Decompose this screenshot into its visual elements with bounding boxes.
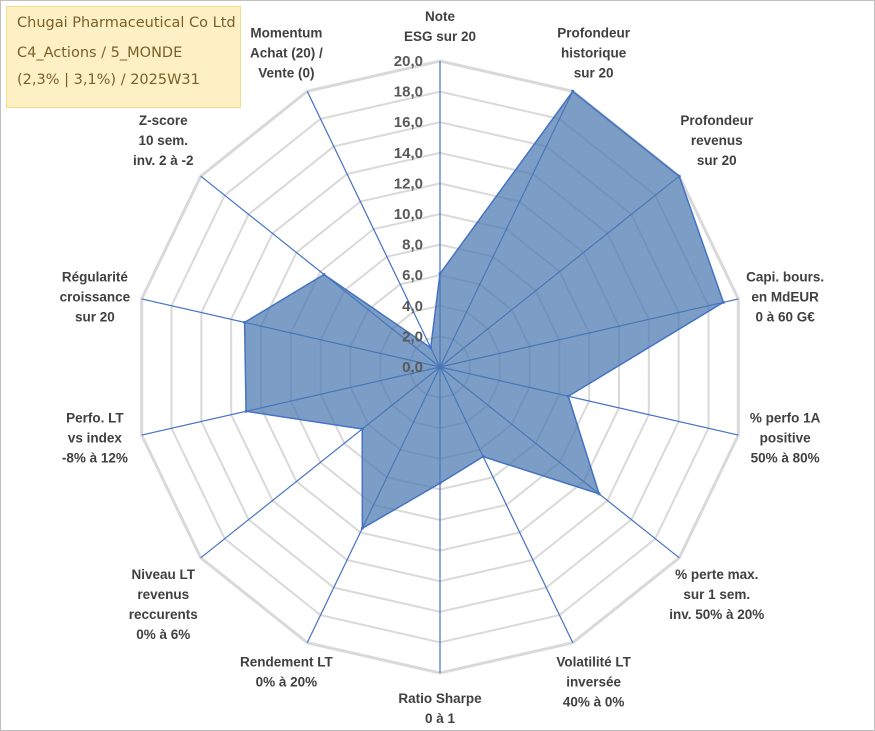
tick-label: 14,0: [394, 145, 423, 162]
radar-series: [243, 89, 725, 530]
tick-label: 12,0: [394, 175, 423, 192]
series-point: [438, 481, 442, 485]
series-point: [360, 427, 364, 431]
axis-label-line: % perfo 1A: [750, 410, 821, 425]
axis-label-line: inv. 2 à -2: [133, 153, 194, 168]
series-point: [566, 394, 570, 398]
axis-label-line: Vente (0): [258, 65, 314, 80]
axis-label-line: sur 1 sem.: [683, 587, 750, 602]
axis-label-line: sur 20: [574, 65, 614, 80]
tick-label: 10,0: [394, 206, 423, 223]
axis-label-line: Perfo. LT: [66, 410, 124, 425]
axis-label-line: en MdEUR: [751, 290, 819, 305]
axis-label-line: Ratio Sharpe: [398, 691, 482, 706]
axis-label-line: positive: [760, 430, 812, 445]
tick-label: 20,0: [394, 53, 423, 70]
series-point: [244, 409, 248, 413]
title-company: Chugai Pharmaceutical Co Ltd: [17, 15, 236, 31]
tick-label: 4,0: [402, 298, 423, 315]
tick-label: 6,0: [402, 267, 423, 284]
series-area: [243, 90, 725, 530]
axis-label-line: Z-score: [139, 113, 188, 128]
axis-label: Niveau LT revenus reccurents 0% à 6%: [129, 567, 198, 642]
axis-label: % perte max. sur 1 sem. inv. 50% à 20%: [669, 567, 764, 622]
axis-label-line: ESG sur 20: [404, 29, 476, 44]
axis-label-line: sur 20: [697, 153, 737, 168]
axis-label-line: 0% à 6%: [136, 627, 190, 642]
axis-label: Momentum Achat (20) / Vente (0): [250, 25, 323, 80]
axis-label-line: 0 à 1: [425, 711, 456, 726]
tick-label: 0,0: [402, 359, 423, 376]
radial-tick-labels: 0,0 2,0 4,0 6,0 8,0 10,0 12,0 14,0 16,0 18,0 20,0: [394, 53, 423, 376]
tick-label: 16,0: [394, 114, 423, 131]
series-point: [597, 492, 601, 496]
axis-label-line: Momentum: [250, 25, 322, 40]
series-point: [322, 272, 326, 276]
axis-label-line: Note: [425, 9, 455, 24]
axis-label-line: -8% à 12%: [62, 450, 128, 465]
axis-label: Note ESG sur 20: [404, 9, 476, 44]
axis-label-line: % perte max.: [675, 567, 758, 582]
axis-label: Capi. bours. en MdEUR 0 à 60 G€: [746, 270, 824, 325]
axis-label: Rendement LT 0% à 20%: [240, 655, 334, 690]
axis-label: Profondeur revenus sur 20: [680, 113, 753, 168]
axis-label-line: 10 sem.: [138, 133, 188, 148]
axis-label-line: historique: [561, 45, 627, 60]
axis-label-line: Profondeur: [680, 113, 753, 128]
axis-label: Z-score 10 sem. inv. 2 à -2: [133, 113, 194, 168]
axis-label-line: Régularité: [62, 270, 129, 285]
series-point: [721, 300, 725, 304]
title-stats: (2,3% | 3,1%) / 2025W31: [17, 72, 200, 88]
axis-label-line: inversée: [566, 675, 621, 690]
axis-label-line: Niveau LT: [131, 567, 195, 582]
series-point: [243, 320, 247, 324]
axis-label-line: 0% à 20%: [256, 675, 318, 690]
axis-label: Régularité croissance sur 20: [60, 270, 131, 325]
axis-label-line: revenus: [691, 133, 743, 148]
axis-label-line: Profondeur: [557, 25, 630, 40]
axis-label: Profondeur historique sur 20: [557, 25, 630, 80]
series-point: [360, 526, 364, 530]
axis-label-line: vs index: [68, 430, 123, 445]
axis-label-line: croissance: [60, 290, 131, 305]
tick-label: 2,0: [402, 328, 423, 345]
axis-label-line: 50% à 80%: [751, 450, 820, 465]
axis-label-line: revenus: [137, 587, 189, 602]
axis-label-line: sur 20: [75, 310, 115, 325]
axis-label: % perfo 1A positive 50% à 80%: [750, 410, 821, 465]
tick-label: 8,0: [402, 237, 423, 254]
axis-label: Perfo. LT vs index -8% à 12%: [62, 410, 128, 465]
series-point: [677, 174, 681, 178]
axis-labels: Note ESG sur 20 Profondeur historique sur 20…: [60, 9, 825, 726]
axis-label: Volatilité LT inversée 40% à 0%: [556, 655, 631, 710]
axis-spoke: [306, 91, 441, 368]
tick-label: 18,0: [394, 84, 423, 101]
chart-title-box: Chugai Pharmaceutical Co Ltd C4_Actions …: [6, 6, 241, 108]
series-point: [481, 455, 485, 459]
axis-label-line: Rendement LT: [240, 655, 334, 670]
series-point: [571, 89, 575, 93]
axis-label-line: Achat (20) /: [250, 45, 323, 60]
axis-label: Ratio Sharpe 0 à 1: [398, 691, 482, 726]
axis-label-line: Volatilité LT: [556, 655, 631, 670]
axis-label-line: inv. 50% à 20%: [669, 607, 764, 622]
axis-label-line: Capi. bours.: [746, 270, 824, 285]
title-category: C4_Actions / 5_MONDE: [17, 45, 183, 61]
axis-label-line: 40% à 0%: [563, 695, 625, 710]
axis-label-line: 0 à 60 G€: [755, 310, 815, 325]
series-point: [429, 346, 433, 350]
series-point: [438, 272, 442, 276]
axis-label-line: reccurents: [129, 607, 198, 622]
